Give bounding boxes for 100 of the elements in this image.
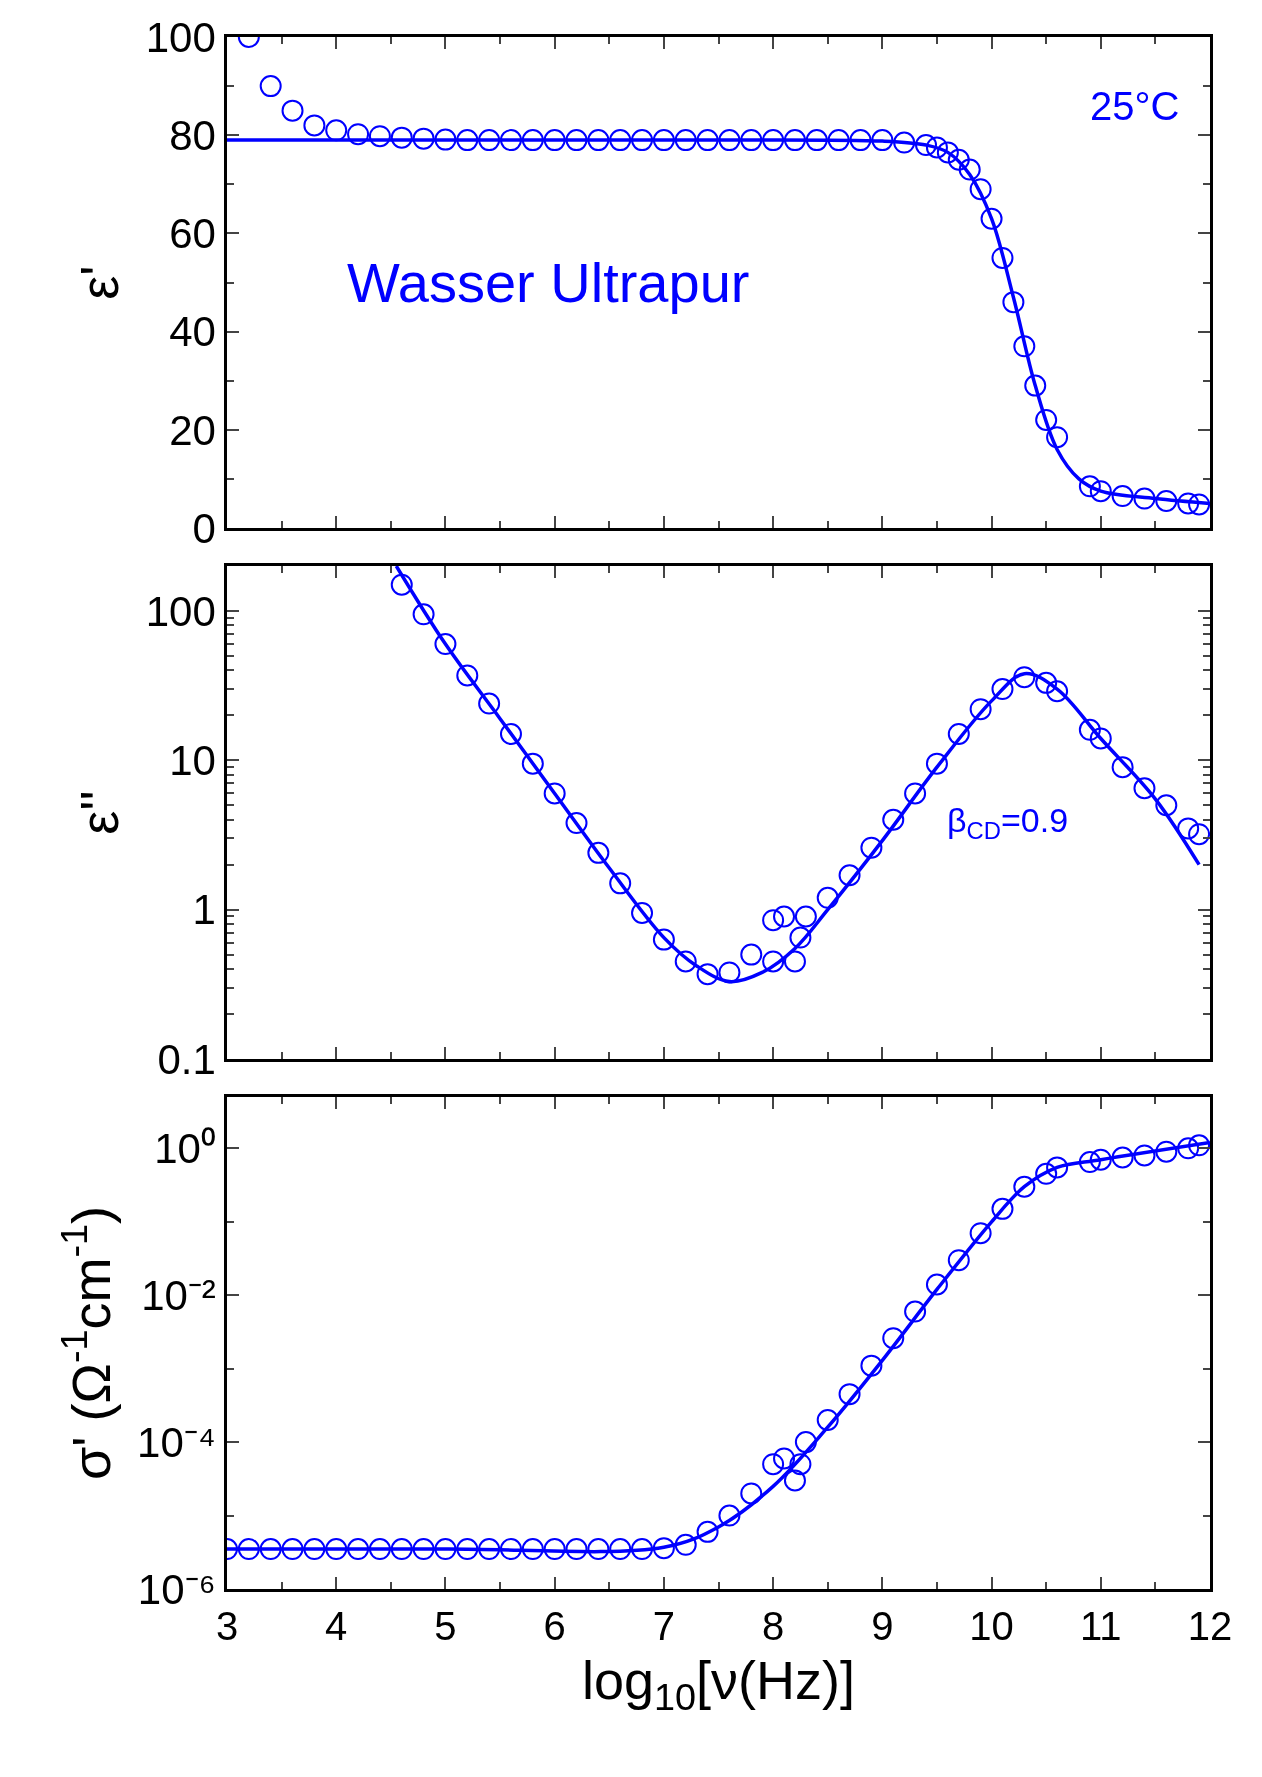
y-tick-label: 20	[169, 406, 216, 454]
point	[434, 1538, 457, 1561]
point	[478, 129, 501, 152]
point	[478, 1538, 501, 1561]
point	[860, 1354, 883, 1377]
y-axis-title: ε'	[69, 265, 130, 300]
point	[609, 872, 632, 895]
point	[259, 1538, 282, 1561]
point	[762, 909, 785, 932]
point	[587, 129, 610, 152]
point	[543, 1538, 566, 1561]
point	[1046, 426, 1069, 449]
point	[718, 129, 741, 152]
x-tick-label: 8	[761, 1603, 785, 1648]
point	[609, 1538, 632, 1561]
line-series	[394, 566, 1201, 984]
y-tick-label: 10⁻⁴	[137, 1418, 216, 1466]
point	[478, 692, 501, 715]
point	[980, 207, 1003, 230]
point	[1013, 335, 1036, 358]
point	[1046, 680, 1069, 703]
point	[1089, 727, 1112, 750]
point	[674, 950, 697, 973]
point	[565, 1538, 588, 1561]
annotation: β$_{CD}$=0.9	[947, 801, 1069, 845]
point	[882, 808, 905, 831]
point	[1177, 817, 1200, 840]
point	[969, 1222, 992, 1245]
x-tick-label: 10	[969, 1603, 1014, 1648]
x-tick-label: 9	[871, 1603, 894, 1648]
point	[412, 603, 435, 626]
point	[325, 1538, 348, 1561]
point	[991, 1197, 1014, 1220]
point	[565, 129, 588, 152]
point	[674, 129, 697, 152]
point	[740, 943, 763, 966]
point	[762, 129, 785, 152]
point	[1013, 1175, 1036, 1198]
point	[303, 114, 326, 137]
point	[631, 901, 654, 924]
point	[696, 963, 719, 986]
point	[1035, 671, 1058, 694]
point	[816, 1409, 839, 1431]
point	[718, 1504, 741, 1527]
point	[1002, 291, 1025, 314]
point	[281, 99, 304, 122]
annotation: 25°C	[1090, 84, 1180, 128]
point	[783, 1469, 806, 1492]
x-tick-label: 5	[434, 1603, 457, 1648]
point	[773, 1447, 796, 1470]
point	[521, 129, 544, 152]
point	[1089, 1148, 1112, 1171]
y-tick-label: 100	[145, 13, 216, 61]
y-tick-label: 1	[192, 886, 216, 934]
point	[303, 1538, 326, 1561]
y-tick-label: 100	[145, 587, 216, 635]
point	[587, 1538, 610, 1561]
point	[794, 1431, 817, 1454]
point	[347, 123, 370, 146]
point	[1046, 1156, 1069, 1179]
point	[925, 136, 948, 159]
point	[860, 836, 883, 859]
point	[565, 812, 588, 835]
point	[1188, 1134, 1210, 1157]
point	[969, 178, 992, 201]
point	[1155, 794, 1178, 817]
point	[1111, 756, 1134, 779]
point	[871, 129, 894, 152]
point	[1133, 777, 1156, 800]
point	[1035, 408, 1058, 431]
point	[947, 723, 970, 745]
point	[904, 1300, 927, 1323]
point	[1035, 1162, 1058, 1185]
point	[1133, 1144, 1156, 1167]
x-tick-label: 3	[215, 1603, 239, 1648]
point	[969, 698, 992, 721]
point	[947, 1249, 970, 1272]
point	[991, 246, 1014, 269]
point	[543, 782, 566, 805]
point	[521, 1538, 544, 1561]
y-tick-label: 10⁰	[154, 1125, 216, 1173]
point	[958, 158, 981, 181]
point	[390, 1538, 413, 1561]
point	[456, 129, 479, 152]
point	[456, 1538, 479, 1561]
point	[805, 129, 828, 152]
point	[893, 131, 916, 154]
point	[925, 752, 948, 775]
y-tick-label: 60	[169, 210, 216, 258]
x-tick-label: 12	[1187, 1603, 1233, 1648]
point	[1078, 1151, 1101, 1174]
point	[390, 573, 413, 596]
point	[368, 125, 391, 148]
point	[434, 633, 457, 656]
point	[1024, 374, 1047, 397]
point	[499, 723, 522, 745]
point	[1078, 718, 1101, 741]
point	[1111, 1146, 1134, 1169]
point	[783, 129, 806, 152]
point	[762, 950, 785, 973]
